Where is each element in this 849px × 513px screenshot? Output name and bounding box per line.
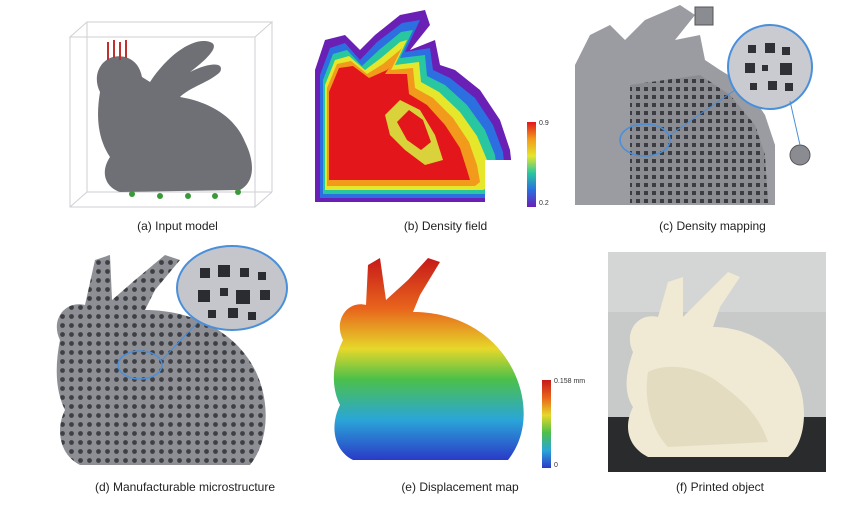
density-mapping-figure — [575, 5, 813, 205]
panel-printed-object — [608, 252, 826, 472]
caption-density-mapping: (c) Density mapping — [659, 219, 766, 233]
panel-input-model — [60, 12, 285, 212]
caption-input-model: (a) Input model — [137, 219, 218, 233]
density-colorbar — [527, 122, 536, 207]
density-colorbar-min: 0.2 — [539, 200, 549, 207]
displacement-map-figure — [333, 258, 524, 460]
unit-cell-icon — [694, 6, 714, 26]
panel-density-field: 0.9 0.2 — [305, 10, 550, 215]
caption-density-field: (b) Density field — [403, 219, 488, 233]
panel-manufacturable-microstructure — [40, 240, 310, 472]
caption-printed-object: (f) Printed object — [675, 480, 765, 494]
caption-manufacturable-microstructure: (d) Manufacturable microstructure — [94, 480, 276, 494]
load-arrows — [107, 40, 127, 60]
caption-displacement-map: (e) Displacement map — [401, 480, 519, 494]
displacement-colorbar-max: 0.158 mm — [554, 378, 586, 385]
bunny-shape — [96, 41, 252, 193]
unit-cell-icon — [789, 144, 811, 166]
density-field-figure — [315, 10, 525, 215]
density-colorbar-max: 0.9 — [539, 120, 549, 127]
zoom-circle — [176, 245, 288, 331]
microstructure-figure — [56, 245, 288, 465]
panel-density-mapping — [570, 5, 840, 215]
panel-displacement-map: 0.158 mm 0 — [328, 250, 593, 472]
support-points — [129, 189, 241, 199]
displacement-colorbar-min: 0 — [554, 462, 558, 469]
zoom-circle — [727, 24, 813, 110]
printed-object-photo — [608, 252, 826, 472]
input-model-figure — [68, 21, 274, 208]
displacement-colorbar — [542, 380, 551, 468]
bunny-shape — [333, 258, 524, 460]
